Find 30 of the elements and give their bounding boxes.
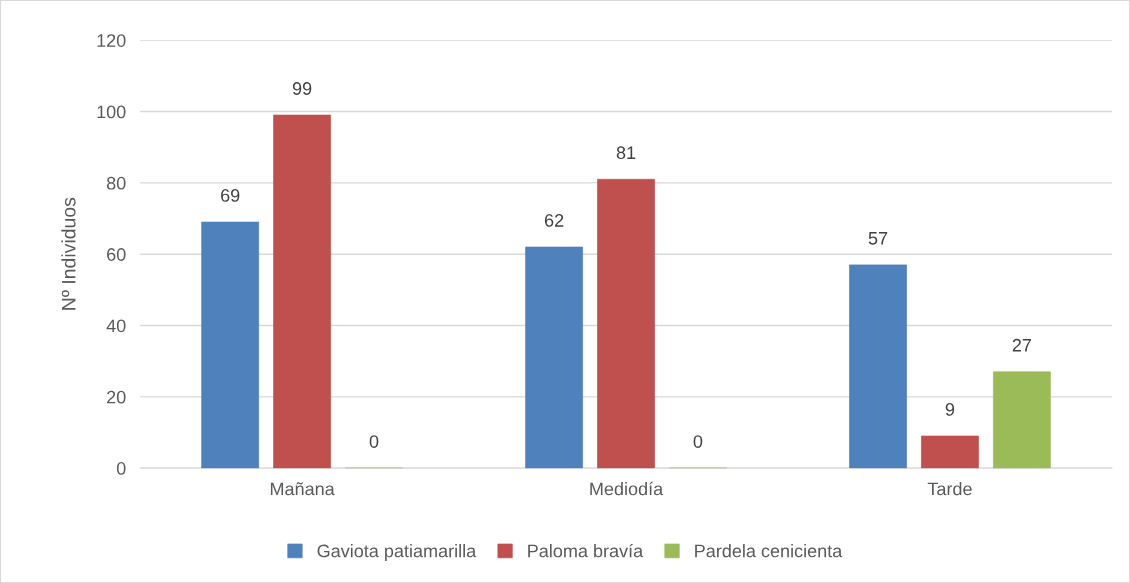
bar [201,221,260,469]
bar [597,178,655,469]
bar [849,264,907,469]
y-tick-label: 0 [116,462,126,475]
data-label: 27 [1012,338,1031,352]
y-tick-label: 120 [97,34,126,47]
data-label: 57 [868,232,888,245]
y-tick-label: 60 [107,248,126,261]
legend-label: Paloma bravía [528,543,644,558]
legend-label: Pardela cenicienta [695,544,843,558]
y-tick-label: 20 [107,390,126,404]
data-label: 99 [292,82,312,95]
legend-label: Gaviota patiamarilla [317,544,477,561]
bar [921,435,979,469]
bar [273,114,331,469]
data-label: 81 [616,146,636,160]
data-label: 69 [221,189,240,202]
x-tick-label: Mañana [270,482,335,496]
bar [525,246,583,469]
y-tick-label: 40 [106,319,126,333]
data-label: 62 [544,214,564,227]
y-tick-label: 80 [106,176,126,190]
y-tick-label: 100 [97,105,126,119]
x-tick-label: Tarde [927,482,972,496]
bar [993,371,1051,469]
data-label: 9 [945,403,955,416]
data-label: 0 [693,435,703,448]
x-tick-label: Mediodía [590,481,664,496]
y-axis-title: Nº Individuos [61,197,76,310]
data-label: 0 [369,435,379,448]
